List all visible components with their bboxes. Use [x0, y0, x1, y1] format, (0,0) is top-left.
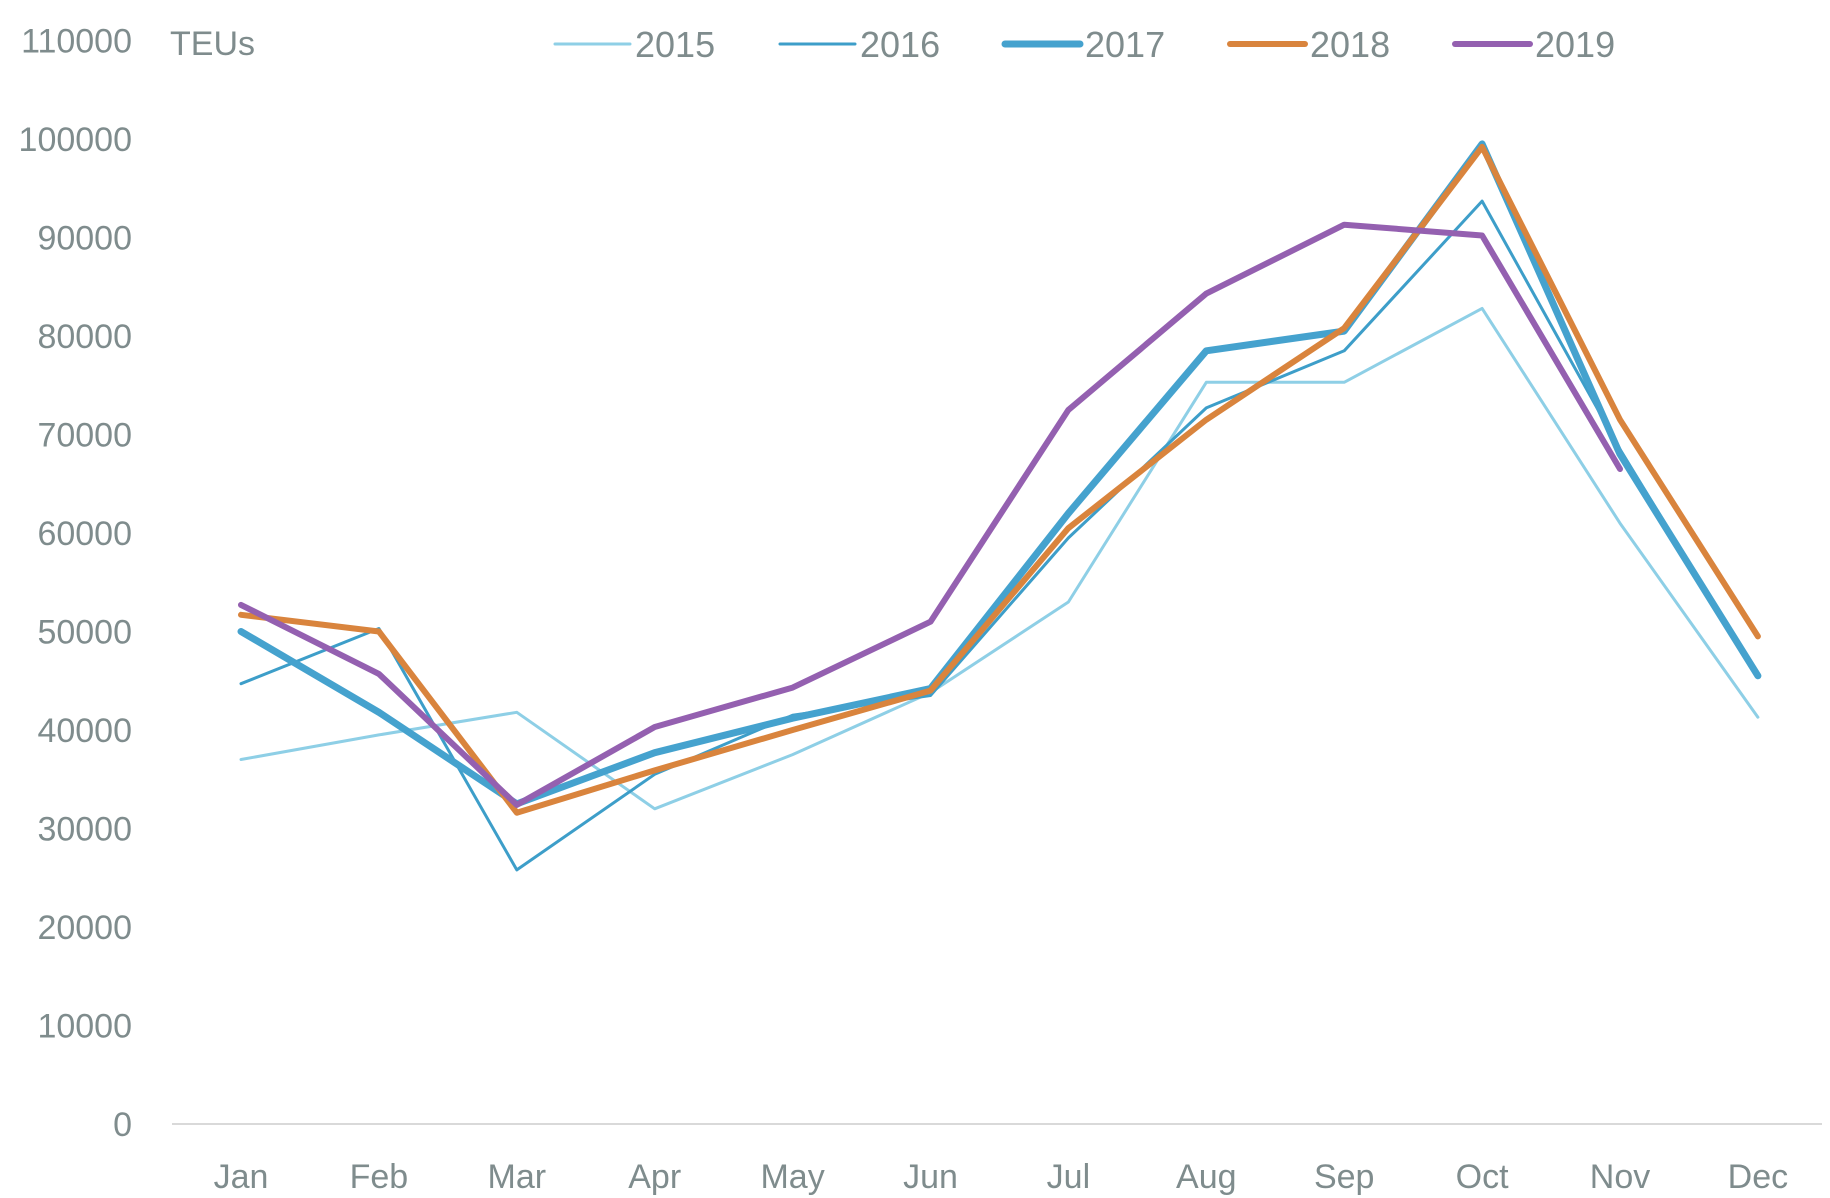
x-tick-label: Jul — [1047, 1158, 1090, 1196]
y-tick-label: 30000 — [37, 811, 132, 849]
x-axis-ticks: Jan Feb Mar Apr May Jun Jul Aug Sep Oct Nov Dec — [214, 1158, 1789, 1196]
legend-label-2015: 2015 — [635, 24, 715, 65]
y-tick-label: 10000 — [37, 1008, 132, 1046]
y-tick-label: 100000 — [19, 121, 132, 159]
x-tick-label: Oct — [1456, 1158, 1509, 1196]
x-tick-label: Feb — [350, 1158, 409, 1196]
x-tick-label: Aug — [1176, 1158, 1237, 1196]
y-tick-label: 80000 — [37, 318, 132, 356]
x-tick-label: Mar — [488, 1158, 547, 1196]
series-line-2019 — [238, 221, 1623, 808]
legend-label-2019: 2019 — [1535, 24, 1615, 65]
y-tick-label: 70000 — [37, 417, 132, 455]
y-tick-label: 90000 — [37, 220, 132, 258]
y-tick-label: 50000 — [37, 614, 132, 652]
series-line-2016 — [239, 199, 1760, 872]
x-tick-label: May — [760, 1158, 824, 1196]
y-tick-label: 40000 — [37, 712, 132, 750]
y-axis-ticks: 0 10000 20000 30000 40000 50000 60000 70000 8000… — [19, 23, 132, 1145]
y-axis-unit-label: TEUs — [170, 25, 255, 63]
x-tick-label: Dec — [1728, 1158, 1788, 1196]
y-tick-label: 110000 — [21, 23, 132, 61]
y-tick-label: 20000 — [37, 909, 132, 947]
legend-label-2018: 2018 — [1310, 24, 1390, 65]
x-tick-label: Jan — [214, 1158, 269, 1196]
x-tick-label: Jun — [903, 1158, 958, 1196]
y-tick-label: 60000 — [37, 515, 132, 553]
series-line-2015 — [239, 306, 1760, 811]
x-tick-label: Sep — [1314, 1158, 1375, 1196]
series-lines — [237, 140, 1762, 872]
series-line-2018 — [238, 143, 1761, 816]
x-tick-label: Nov — [1590, 1158, 1650, 1196]
legend: 2015 2016 2017 2018 2019 — [553, 24, 1615, 65]
x-tick-label: Apr — [628, 1158, 681, 1196]
legend-label-2016: 2016 — [860, 24, 940, 65]
y-tick-label: 0 — [113, 1106, 132, 1144]
legend-label-2017: 2017 — [1085, 24, 1165, 65]
